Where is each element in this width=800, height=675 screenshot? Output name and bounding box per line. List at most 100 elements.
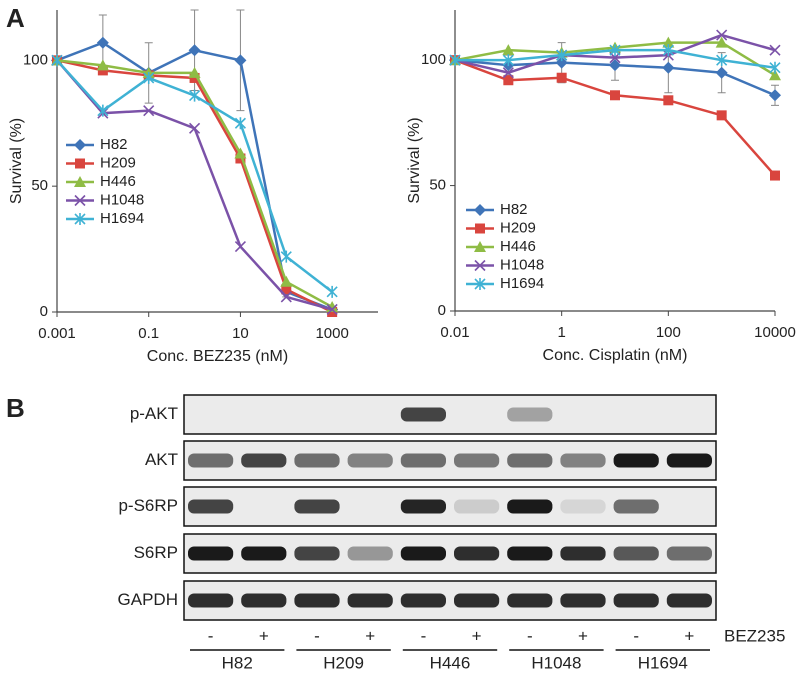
band: [560, 453, 606, 468]
lane-sign: +: [259, 626, 269, 645]
legend-marker: [474, 241, 486, 252]
band: [454, 593, 500, 608]
cell-line-label: H446: [430, 653, 471, 672]
marker: [609, 59, 621, 72]
y-axis-label: Survival (%): [8, 118, 25, 204]
band: [507, 453, 553, 468]
band: [507, 593, 553, 608]
lane-sign: +: [684, 626, 694, 645]
band: [666, 453, 712, 468]
band: [294, 546, 340, 561]
marker: [281, 284, 292, 295]
marker: [769, 89, 781, 102]
cell-line-label: H82: [222, 653, 253, 672]
legend-label: H1694: [500, 275, 544, 292]
legend-label: H446: [100, 173, 136, 190]
blot-row-label: GAPDH: [118, 590, 178, 609]
y-axis-label: Survival (%): [406, 117, 423, 203]
marker: [769, 61, 781, 74]
band: [188, 453, 234, 468]
marker: [189, 89, 201, 102]
legend-label: H1694: [100, 210, 144, 227]
legend-label: H1048: [100, 191, 144, 208]
blot-row-label: p-AKT: [130, 404, 178, 423]
marker: [556, 72, 567, 83]
legend-marker: [74, 139, 86, 151]
legend-label: H209: [500, 219, 536, 236]
band: [241, 453, 287, 468]
cell-line-label: H1694: [638, 653, 688, 672]
band: [294, 453, 340, 468]
band: [613, 499, 659, 514]
treatment-label: BEZ235: [724, 626, 785, 645]
lane-sign: -: [314, 626, 320, 645]
marker: [327, 307, 338, 317]
marker: [716, 29, 728, 41]
x-axis-label: Conc. Cisplatin (nM): [543, 347, 688, 364]
marker: [189, 122, 201, 134]
marker: [234, 117, 246, 130]
marker: [662, 44, 674, 57]
band: [613, 453, 659, 468]
x-axis-label: Conc. BEZ235 (nM): [147, 348, 288, 365]
marker: [234, 54, 247, 67]
marker: [715, 66, 728, 79]
band: [507, 407, 553, 422]
band: [507, 546, 553, 561]
y-tick-label: 100: [421, 51, 446, 68]
band: [347, 593, 393, 608]
marker: [716, 54, 728, 67]
x-tick-label: 0.01: [440, 324, 469, 341]
marker: [449, 54, 461, 67]
band: [400, 546, 446, 561]
band: [666, 593, 712, 608]
band: [454, 546, 500, 561]
lane-sign: -: [421, 626, 427, 645]
legend-marker: [474, 278, 486, 290]
band: [666, 546, 712, 561]
legend-marker: [75, 158, 85, 169]
band: [241, 593, 287, 608]
marker: [326, 303, 338, 316]
marker: [769, 44, 781, 56]
band: [347, 546, 393, 561]
x-tick-label: 10000: [754, 324, 796, 341]
blot-strip: [183, 394, 717, 435]
band: [400, 453, 446, 468]
lane-sign: -: [633, 626, 639, 645]
marker: [280, 275, 293, 287]
cell-line-label: H209: [323, 653, 364, 672]
cell-line-label: H1048: [531, 653, 581, 672]
marker: [234, 241, 246, 253]
lane-sign: -: [527, 626, 533, 645]
marker: [280, 291, 292, 303]
marker: [609, 44, 621, 57]
marker: [502, 44, 515, 56]
marker: [769, 69, 781, 81]
lane-sign: +: [472, 626, 482, 645]
marker: [189, 72, 200, 83]
marker: [610, 90, 620, 101]
y-tick-label: 0: [40, 303, 48, 320]
legend-label: H446: [500, 238, 536, 255]
band: [400, 593, 446, 608]
marker: [662, 36, 675, 48]
blot-row-label: S6RP: [134, 543, 178, 562]
marker: [96, 59, 109, 71]
band: [400, 499, 446, 514]
band: [507, 499, 553, 514]
panel-label: A: [6, 3, 25, 33]
band: [400, 407, 446, 422]
marker: [503, 75, 514, 86]
band: [613, 593, 659, 608]
band: [347, 453, 393, 468]
marker: [96, 36, 109, 49]
lane-sign: +: [578, 626, 588, 645]
lane-sign: +: [365, 626, 375, 645]
legend-label: H209: [100, 154, 136, 171]
x-tick-label: 1: [557, 324, 565, 341]
marker: [97, 65, 108, 76]
panel-label: B: [6, 393, 25, 423]
marker: [97, 104, 109, 117]
